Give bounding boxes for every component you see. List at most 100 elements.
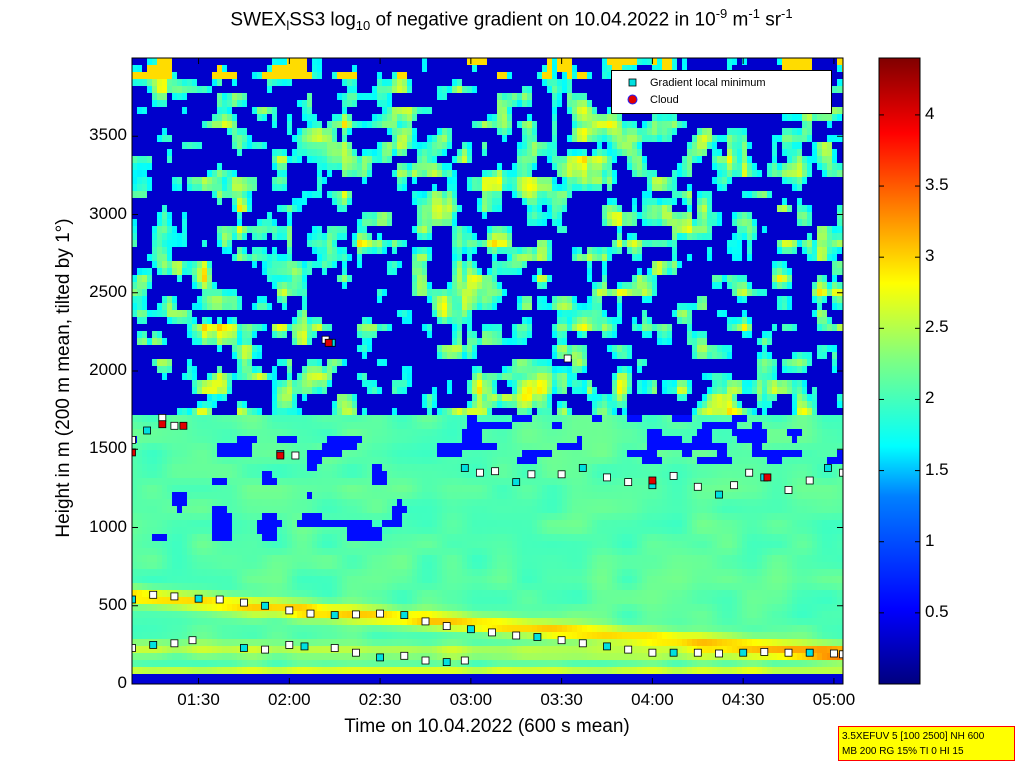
cloud-marker xyxy=(648,476,657,485)
y-tick-label: 1500 xyxy=(89,438,127,458)
colorbar-tick-label: 1.5 xyxy=(925,459,949,479)
x-tick-label: 04:00 xyxy=(631,690,674,709)
gradient-minimum-marker xyxy=(533,633,542,641)
marker-layer xyxy=(132,335,843,666)
gradient-minimum-marker xyxy=(330,611,339,619)
gradient-minimum-marker xyxy=(239,598,248,607)
y-axis-label: Height in m (200 m mean, tilted by 1°) xyxy=(53,218,74,538)
gradient-minimum-marker xyxy=(693,648,702,657)
legend-entry-cloud: Cloud xyxy=(620,93,679,107)
colorbar-tick-label: 3.5 xyxy=(925,175,949,195)
y-tick-label: 1000 xyxy=(89,516,127,536)
gradient-minimum-marker xyxy=(512,478,521,487)
cloud-marker xyxy=(158,420,167,429)
gradient-minimum-marker xyxy=(170,421,179,430)
gradient-minimum-marker xyxy=(578,639,587,648)
gradient-minimum-marker xyxy=(669,648,678,657)
legend-label-cloud: Cloud xyxy=(650,94,679,106)
gradient-minimum-marker xyxy=(648,648,657,657)
colorbar-tick-label: 4 xyxy=(925,103,935,123)
gradient-minimum-marker xyxy=(824,464,832,472)
gradient-minimum-marker xyxy=(188,636,197,645)
gradient-minimum-marker xyxy=(149,641,158,649)
gradient-minimum-marker xyxy=(460,656,469,665)
gradient-minimum-marker xyxy=(578,464,587,472)
info-line-1: 3.5XEFUV 5 [100 2500] NH 600 xyxy=(842,731,985,742)
legend-label-minimum: Gradient local minimum xyxy=(650,77,766,89)
gradient-minimum-marker xyxy=(194,594,203,603)
colorbar xyxy=(878,57,921,685)
x-tick-label: 03:30 xyxy=(540,690,583,709)
x-axis-label: Time on 10.04.2022 (600 s mean) xyxy=(344,716,630,737)
gradient-minimum-marker xyxy=(300,642,309,651)
y-tick-label: 0 xyxy=(117,673,127,692)
gradient-minimum-marker xyxy=(739,648,748,657)
gradient-minimum-marker xyxy=(745,468,754,477)
gradient-minimum-marker xyxy=(603,473,611,482)
gradient-minimum-marker xyxy=(351,610,360,619)
gradient-minimum-marker xyxy=(715,649,723,658)
gradient-minimum-marker xyxy=(400,651,409,660)
gradient-minimum-marker xyxy=(760,648,769,656)
cloud-marker xyxy=(763,473,772,482)
gradient-minimum-marker xyxy=(512,631,521,640)
y-tick-label: 2500 xyxy=(89,281,127,301)
gradient-minimum-marker xyxy=(421,656,430,665)
gradient-minimum-marker xyxy=(839,650,843,659)
gradient-minimum-marker xyxy=(132,595,136,604)
gradient-minimum-marker xyxy=(285,641,294,649)
colorbar-tick-label: 0.5 xyxy=(925,601,949,621)
axis-tick-marks xyxy=(132,58,843,685)
gradient-minimum-marker xyxy=(557,636,566,645)
gradient-minimum-marker xyxy=(330,644,339,652)
gradient-minimum-marker xyxy=(557,470,566,479)
gradient-minimum-marker xyxy=(261,601,270,610)
gradient-minimum-marker xyxy=(475,468,484,477)
gradient-minimum-marker xyxy=(460,464,469,472)
cloud-marker xyxy=(179,421,188,430)
legend: Gradient local minimum Cloud xyxy=(611,70,832,114)
info-box: 3.5XEFUV 5 [100 2500] NH 600 MB 200 RG 1… xyxy=(838,726,1015,761)
y-tick-label: 2000 xyxy=(89,360,127,379)
gradient-minimum-marker xyxy=(291,451,300,460)
y-tick-label: 500 xyxy=(98,594,127,614)
info-line-2: MB 200 RG 15% TI 0 HI 15 xyxy=(842,746,964,757)
gradient-minimum-marker xyxy=(376,653,385,662)
x-tick-label: 03:00 xyxy=(449,690,493,709)
gradient-minimum-marker xyxy=(132,435,136,444)
gradient-minimum-marker xyxy=(442,658,451,666)
colorbar-tick-label: 1 xyxy=(925,530,935,550)
cloud-marker xyxy=(132,448,136,457)
gradient-minimum-marker xyxy=(421,617,430,626)
gradient-minimum-marker xyxy=(261,645,270,654)
gradient-minimum-marker xyxy=(376,609,385,618)
gradient-minimum-marker xyxy=(488,628,496,637)
gradient-minimum-marker xyxy=(306,609,315,618)
gradient-minimum-marker xyxy=(805,476,814,485)
gradient-minimum-marker xyxy=(784,648,793,657)
y-tick-label: 3500 xyxy=(89,125,127,145)
gradient-minimum-marker xyxy=(351,648,360,657)
y-tick-label: 3000 xyxy=(89,203,127,223)
gradient-minimum-marker xyxy=(715,490,723,499)
gradient-minimum-marker xyxy=(784,485,793,494)
gradient-minimum-marker xyxy=(839,468,843,477)
gradient-minimum-marker xyxy=(693,482,702,491)
gradient-minimum-marker xyxy=(239,644,248,652)
colorbar-tick-marks xyxy=(879,114,920,614)
heatmap-field xyxy=(132,58,843,684)
x-tick-label: 01:30 xyxy=(177,690,220,709)
gradient-minimum-marker xyxy=(170,592,179,601)
x-tick-label: 02:30 xyxy=(358,690,402,709)
colorbar-tick-label: 2 xyxy=(925,388,935,408)
gradient-minimum-marker xyxy=(805,648,814,657)
chart-title: SWEXlSS3 log10 of negative gradient on 1… xyxy=(230,6,793,34)
gradient-minimum-marker xyxy=(527,470,536,479)
x-tick-label: 05:00 xyxy=(812,690,856,709)
colorbar-tick-label: 3 xyxy=(925,246,935,266)
gradient-minimum-marker xyxy=(442,622,451,630)
gradient-minimum-marker xyxy=(624,645,633,654)
gradient-minimum-marker xyxy=(669,471,678,480)
gradient-minimum-marker xyxy=(400,611,409,619)
